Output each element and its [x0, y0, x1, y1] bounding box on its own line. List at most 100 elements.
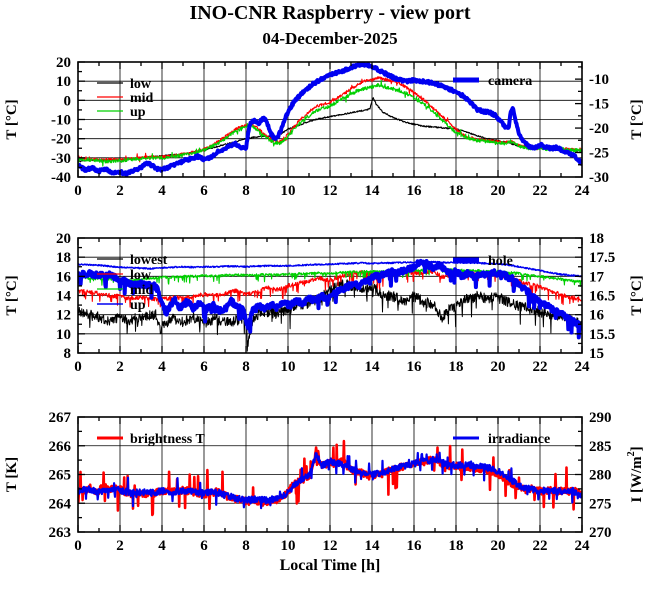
svg-text:8: 8	[64, 346, 72, 362]
svg-text:2: 2	[116, 183, 124, 199]
svg-text:irradiance: irradiance	[488, 432, 550, 447]
ticks	[77, 237, 583, 354]
svg-text:22: 22	[533, 183, 548, 199]
svg-text:6: 6	[200, 183, 208, 199]
svg-text:-30: -30	[589, 170, 609, 186]
svg-text:270: 270	[589, 525, 612, 541]
y-left-axis-title: T [°C]	[4, 99, 20, 139]
plot-title: INO-CNR Raspberry - view port	[189, 2, 471, 24]
svg-text:17.5: 17.5	[589, 250, 615, 266]
chart-bottom-radiometer: 0 2 4 6 8 10 12 14 16 18 20 22 242632642652662672702…	[4, 410, 645, 574]
svg-text:20: 20	[56, 231, 71, 247]
svg-text:up: up	[130, 105, 146, 120]
svg-text:4: 4	[158, 538, 166, 554]
svg-text:-20: -20	[589, 121, 609, 137]
svg-text:6: 6	[200, 359, 208, 375]
svg-text:16.5: 16.5	[589, 289, 615, 305]
svg-text:265: 265	[49, 468, 72, 484]
series-up	[78, 260, 582, 278]
tick-labels: 0 2 4 6 8 10 12 14 16 18 20 22 24-40-30-20-1001020-3…	[51, 55, 609, 199]
svg-text:16: 16	[407, 538, 423, 554]
svg-text:12: 12	[323, 538, 338, 554]
svg-text:up: up	[130, 298, 146, 313]
svg-text:280: 280	[589, 468, 612, 484]
svg-text:hole: hole	[488, 254, 513, 269]
svg-text:275: 275	[589, 496, 612, 512]
y-left-axis-title: T [K]	[4, 457, 20, 492]
y-right-axis-title: T [°C]	[629, 99, 645, 139]
svg-text:8: 8	[242, 359, 250, 375]
y-left-axis-title: T [°C]	[4, 275, 20, 315]
ticks	[77, 416, 583, 533]
svg-text:266: 266	[49, 439, 72, 455]
svg-text:2: 2	[116, 538, 124, 554]
x-axis-title: Local Time [h]	[280, 557, 381, 574]
svg-text:8: 8	[242, 183, 250, 199]
svg-text:18: 18	[589, 231, 604, 247]
svg-text:12: 12	[323, 359, 338, 375]
grid	[78, 417, 582, 532]
svg-text:12: 12	[56, 308, 71, 324]
svg-text:15.5: 15.5	[589, 327, 615, 343]
svg-text:-10: -10	[589, 72, 609, 88]
svg-text:18: 18	[449, 538, 464, 554]
svg-text:24: 24	[575, 538, 591, 554]
tick-labels: 0 2 4 6 8 10 12 14 16 18 20 22 2481012141618201515.5…	[56, 231, 615, 375]
svg-text:14: 14	[365, 183, 381, 199]
svg-text:0: 0	[74, 183, 82, 199]
svg-text:10: 10	[281, 538, 296, 554]
svg-text:low: low	[130, 268, 152, 283]
legend: brightness T irradiance	[97, 432, 550, 447]
svg-text:0: 0	[74, 359, 82, 375]
series-up	[78, 80, 582, 167]
svg-text:12: 12	[323, 183, 338, 199]
svg-text:14: 14	[365, 538, 381, 554]
svg-text:2: 2	[116, 359, 124, 375]
svg-text:4: 4	[158, 359, 166, 375]
svg-text:267: 267	[49, 410, 72, 426]
svg-text:10: 10	[56, 74, 71, 90]
y-right-axis-title: I [W/m2]	[626, 446, 645, 502]
svg-text:17: 17	[589, 269, 605, 285]
chart-top-external-temperatures: 0 2 4 6 8 10 12 14 16 18 20 22 24-40-30-20-1001020-3…	[4, 55, 645, 199]
svg-text:0: 0	[64, 93, 72, 109]
svg-text:14: 14	[365, 359, 381, 375]
svg-text:8: 8	[242, 538, 250, 554]
svg-text:6: 6	[200, 538, 208, 554]
svg-text:20: 20	[491, 183, 506, 199]
svg-text:-30: -30	[51, 151, 71, 167]
svg-text:lowest: lowest	[130, 253, 168, 268]
chart-middle-internal-temperatures: 0 2 4 6 8 10 12 14 16 18 20 22 2481012141618201515.5…	[4, 231, 645, 375]
svg-text:20: 20	[56, 55, 71, 71]
y-right-axis-title: T [°C]	[629, 275, 645, 315]
svg-text:24: 24	[575, 359, 591, 375]
svg-text:10: 10	[281, 359, 296, 375]
svg-text:14: 14	[56, 289, 72, 305]
svg-text:brightness T: brightness T	[130, 432, 205, 447]
svg-text:285: 285	[589, 439, 612, 455]
tick-labels: 0 2 4 6 8 10 12 14 16 18 20 22 242632642652662672702…	[49, 410, 612, 554]
svg-text:10: 10	[281, 183, 296, 199]
series-lowest	[78, 278, 582, 352]
series-hole	[78, 258, 582, 340]
svg-text:low: low	[130, 77, 152, 92]
svg-text:16: 16	[407, 183, 423, 199]
svg-text:18: 18	[449, 359, 464, 375]
svg-text:290: 290	[589, 410, 612, 426]
svg-text:mid: mid	[130, 283, 154, 298]
svg-text:16: 16	[407, 359, 423, 375]
svg-text:22: 22	[533, 538, 548, 554]
svg-text:264: 264	[49, 496, 72, 512]
plot-subtitle: 04-December-2025	[262, 29, 398, 48]
ticks	[77, 61, 583, 178]
svg-text:20: 20	[491, 359, 506, 375]
svg-text:0: 0	[74, 538, 82, 554]
svg-text:16: 16	[56, 269, 72, 285]
svg-text:18: 18	[56, 250, 71, 266]
svg-text:-40: -40	[51, 170, 71, 186]
svg-text:263: 263	[49, 525, 72, 541]
